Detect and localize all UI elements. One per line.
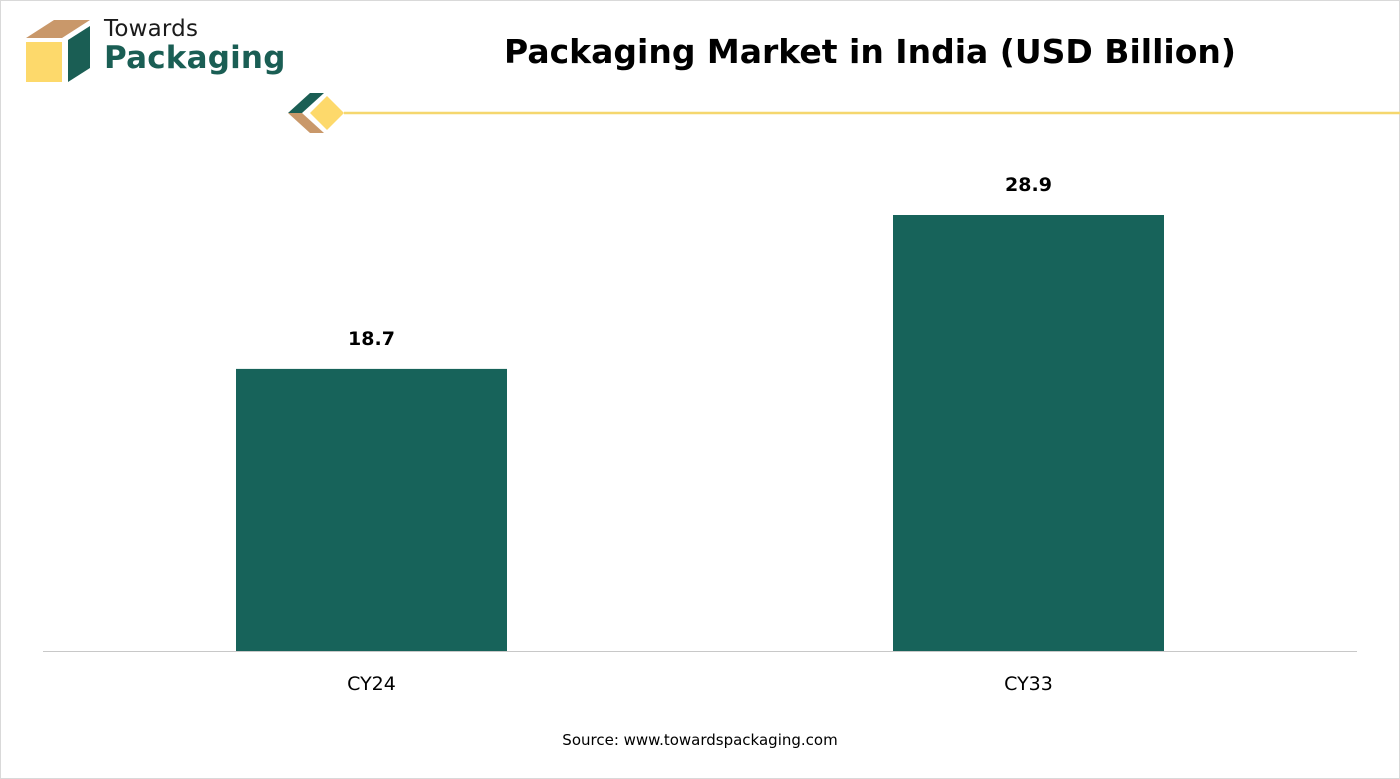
category-labels-group: CY24 CY33 [347,673,1053,695]
source-note: Source: www.towardspackaging.com [562,731,838,749]
bar-cy24 [236,368,507,651]
data-label-cy33: 28.9 [1005,174,1052,196]
diamond-green-shape [288,93,324,113]
brand-logo: Towards Packaging [24,16,294,86]
box-logo-icon [26,20,90,82]
decor-diamond-icon [288,93,344,133]
bars-group [236,215,1164,651]
diamond-tan-shape [288,113,324,133]
box-side-shape [68,26,90,82]
brand-name-line2: Packaging [104,40,286,76]
category-label-cy24: CY24 [347,673,396,695]
data-label-cy24: 18.7 [348,328,395,350]
diamond-yellow-shape [310,96,344,130]
chart-title: Packaging Market in India (USD Billion) [504,32,1236,71]
brand-name-line1: Towards [104,16,199,42]
category-label-cy33: CY33 [1004,673,1053,695]
value-labels-group: 18.7 28.9 [348,174,1052,350]
bar-cy33 [893,215,1164,651]
box-lid-shape [26,20,90,38]
box-front-shape [26,42,62,82]
